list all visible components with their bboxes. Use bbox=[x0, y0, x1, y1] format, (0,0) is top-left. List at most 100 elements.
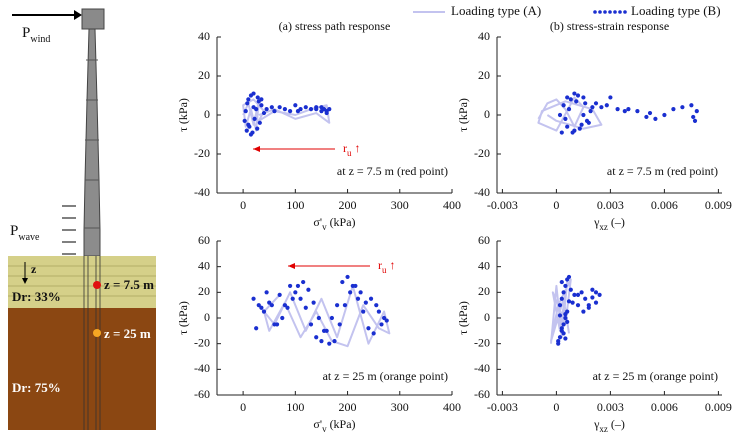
data-point bbox=[319, 339, 324, 344]
label-sub: wind bbox=[30, 34, 50, 45]
y-tick-label: 0 bbox=[484, 310, 490, 324]
y-tick-label: 20 bbox=[198, 284, 210, 298]
data-point bbox=[348, 290, 353, 295]
data-point bbox=[568, 97, 573, 102]
y-tick-label: 60 bbox=[478, 233, 490, 247]
annotation-arrow-head bbox=[253, 146, 260, 152]
data-point bbox=[255, 95, 260, 100]
label: at z = 25 m (orange point) bbox=[593, 369, 718, 383]
data-point bbox=[561, 103, 566, 108]
y-tick-label: 20 bbox=[198, 68, 210, 82]
label-sub: u bbox=[347, 148, 352, 158]
data-point bbox=[574, 99, 579, 104]
data-point bbox=[626, 107, 631, 112]
data-point bbox=[559, 130, 564, 135]
label-main: γ bbox=[593, 215, 600, 229]
data-point bbox=[259, 305, 264, 310]
data-point bbox=[371, 331, 376, 336]
soil-lines bbox=[8, 265, 156, 297]
y-tick-label: 60 bbox=[198, 233, 210, 247]
data-point bbox=[363, 300, 368, 305]
point-label: z = 7.5 m bbox=[104, 277, 154, 292]
label-sub: v bbox=[322, 424, 327, 434]
label: at z = 7.5 m (red point) bbox=[337, 164, 448, 178]
data-point bbox=[565, 319, 570, 324]
label-main: at z = 7.5 m (red point) bbox=[607, 164, 718, 178]
data-point bbox=[689, 103, 694, 108]
label-rest: (–) bbox=[608, 417, 625, 431]
y-axis-label: τ (kPa) bbox=[456, 98, 470, 132]
data-point bbox=[259, 103, 264, 108]
data-point bbox=[379, 322, 384, 327]
data-point bbox=[254, 326, 259, 331]
orange-point bbox=[93, 329, 101, 337]
data-point bbox=[584, 118, 590, 123]
data-point bbox=[622, 109, 627, 114]
label-main: P bbox=[10, 223, 18, 239]
data-point bbox=[575, 292, 581, 297]
data-point bbox=[575, 93, 581, 98]
data-point bbox=[252, 116, 257, 121]
chart-title: (a) stress path response bbox=[279, 19, 391, 33]
data-point bbox=[384, 318, 389, 323]
legend-swatch bbox=[613, 10, 617, 14]
data-point bbox=[355, 296, 361, 301]
data-point bbox=[581, 95, 586, 100]
tower-shaft bbox=[83, 28, 101, 257]
data-point bbox=[566, 299, 572, 304]
x-tick-label: 0.003 bbox=[597, 198, 624, 212]
label-rest: (kPa) bbox=[327, 417, 356, 431]
y-tick-label: 40 bbox=[478, 29, 490, 43]
label: ru ↑ bbox=[343, 141, 361, 158]
y-tick-label: -20 bbox=[194, 335, 210, 349]
data-point bbox=[615, 107, 620, 112]
legend-label: Loading type (B) bbox=[631, 3, 721, 18]
data-point bbox=[246, 122, 251, 127]
data-point bbox=[255, 126, 260, 131]
x-tick-label: 0 bbox=[553, 198, 559, 212]
y-tick-label: -60 bbox=[194, 387, 210, 401]
x-tick-label: 400 bbox=[443, 400, 461, 414]
y-tick-label: 0 bbox=[204, 310, 210, 324]
legend-swatch bbox=[598, 10, 602, 14]
data-point bbox=[557, 303, 563, 308]
annotation-arrow-head bbox=[288, 263, 295, 269]
data-point bbox=[662, 112, 667, 118]
label-main: γ bbox=[593, 417, 600, 431]
data-point bbox=[559, 326, 564, 331]
x-tick-label: 200 bbox=[339, 198, 357, 212]
x-tick-label: 300 bbox=[391, 400, 409, 414]
depth-label: z bbox=[31, 262, 37, 276]
data-point bbox=[590, 105, 595, 110]
data-point bbox=[557, 112, 563, 118]
y-tick-label: 40 bbox=[198, 258, 210, 272]
legend-swatch bbox=[603, 10, 607, 14]
y-axis-label: τ (kPa) bbox=[456, 301, 470, 335]
data-point bbox=[566, 107, 572, 112]
red-point bbox=[93, 281, 101, 289]
data-point bbox=[311, 300, 316, 305]
data-point bbox=[306, 287, 311, 292]
label-main: r bbox=[343, 141, 347, 155]
y-tick-label: 0 bbox=[204, 107, 210, 121]
data-point bbox=[635, 109, 640, 114]
data-point bbox=[680, 105, 685, 110]
data-point bbox=[557, 335, 563, 340]
y-tick-label: 20 bbox=[478, 68, 490, 82]
label: at z = 7.5 m (red point) bbox=[607, 164, 718, 178]
label-sub: xz bbox=[599, 424, 608, 434]
data-point bbox=[269, 105, 274, 110]
data-point bbox=[298, 296, 303, 301]
data-point bbox=[358, 290, 363, 295]
data-point bbox=[295, 283, 301, 289]
data-point bbox=[566, 274, 572, 280]
legend-label: Loading type (A) bbox=[451, 3, 541, 18]
data-point bbox=[314, 107, 319, 112]
data-point bbox=[261, 110, 267, 116]
label-main: at z = 7.5 m (red point) bbox=[337, 164, 448, 178]
data-point bbox=[277, 105, 282, 110]
data-point bbox=[335, 303, 340, 308]
label: σ'v (kPa) bbox=[313, 215, 355, 232]
label-main: at z = 25 m (orange point) bbox=[323, 369, 448, 383]
